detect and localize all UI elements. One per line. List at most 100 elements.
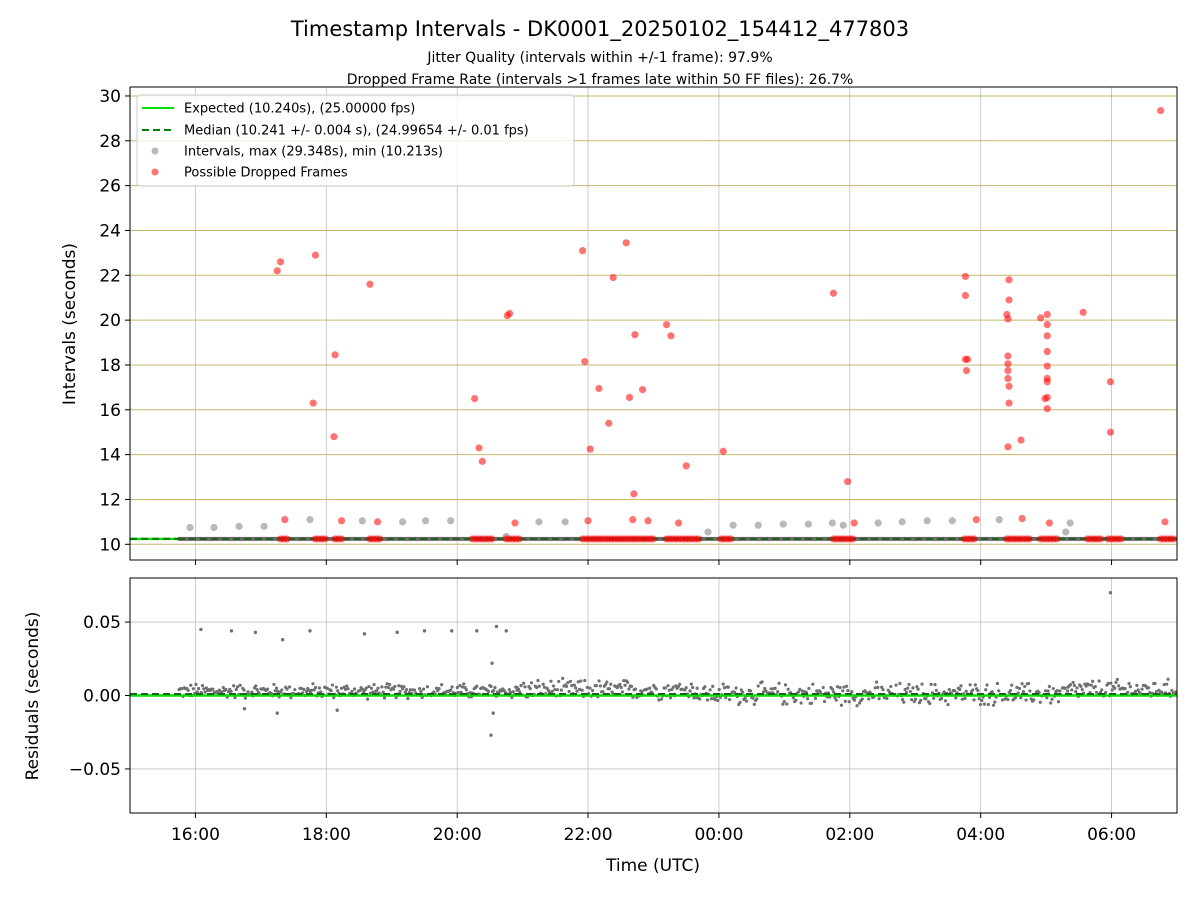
dropped-frame-point	[1005, 382, 1013, 390]
residual-point	[605, 680, 609, 684]
interval-point	[260, 522, 268, 530]
dropped-frame-point	[584, 517, 592, 525]
residual-point	[680, 687, 684, 691]
residual-point	[1006, 697, 1010, 702]
residual-point	[553, 688, 557, 692]
residual-point	[1166, 677, 1170, 681]
residual-point	[287, 685, 292, 689]
interval-point	[754, 521, 762, 529]
residual-point	[330, 683, 335, 687]
top-y-tick-label: 22	[99, 266, 121, 286]
residual-point	[551, 684, 556, 688]
dropped-frame-point	[1004, 374, 1012, 383]
dropped-frame-point	[1043, 332, 1051, 340]
residual-point	[486, 689, 491, 694]
residual-point	[380, 685, 384, 689]
dropped-frame-cluster-point	[849, 535, 857, 543]
top-y-tick-label: 14	[99, 446, 121, 466]
dropped-frame-point	[478, 457, 486, 465]
residual-point	[376, 686, 380, 690]
residual-point	[756, 684, 760, 688]
residual-point	[368, 691, 372, 695]
residual-point	[317, 686, 322, 690]
residual-point	[619, 685, 623, 690]
residual-point	[1074, 690, 1078, 694]
residual-point	[200, 684, 205, 688]
dropped-frame-point	[638, 386, 647, 394]
residual-point	[667, 688, 671, 692]
dropped-frame-point	[630, 490, 638, 498]
residual-point	[963, 696, 967, 700]
residual-point	[1049, 701, 1053, 705]
dropped-frame-point	[1005, 399, 1013, 407]
residual-point	[194, 682, 198, 686]
interval-point	[874, 519, 882, 527]
chart-subtitle-dropped-rate: Dropped Frame Rate (intervals >1 frames …	[347, 72, 854, 88]
residual-point	[640, 689, 644, 694]
residual-point	[381, 690, 385, 694]
dropped-frame-point	[1017, 436, 1025, 444]
residual-point	[807, 686, 811, 691]
interval-point	[898, 518, 906, 526]
dropped-frame-point	[1043, 321, 1051, 329]
dropped-frame-point	[961, 291, 970, 300]
dropped-frame-point	[1004, 315, 1012, 323]
residual-point	[744, 699, 749, 703]
interval-point	[421, 517, 430, 525]
residual-point	[982, 702, 987, 706]
residual-point	[1136, 688, 1140, 692]
residual-point	[1153, 681, 1157, 686]
residual-point	[1068, 682, 1073, 687]
residual-point	[458, 684, 462, 688]
residual-point	[959, 684, 963, 688]
residual-point	[280, 688, 284, 692]
residual-point	[1021, 690, 1026, 694]
residual-point	[782, 699, 786, 704]
residual-point	[1050, 697, 1054, 701]
residual-point	[566, 681, 570, 685]
residual-point	[523, 685, 527, 689]
residual-point	[220, 690, 224, 694]
residual-point	[1170, 688, 1174, 693]
residual-point	[397, 684, 401, 688]
dropped-frame-point	[1018, 514, 1026, 523]
residual-point	[189, 683, 193, 687]
residual-point	[618, 682, 622, 687]
legend-dropped-label: Possible Dropped Frames	[184, 166, 348, 181]
residual-point	[365, 697, 370, 701]
residual-point	[385, 682, 389, 686]
residual-point	[838, 685, 842, 690]
residual-point	[623, 683, 627, 687]
residual-point	[751, 696, 755, 700]
residual-point	[773, 686, 777, 690]
top-y-tick-label: 10	[99, 535, 121, 555]
interval-point	[704, 528, 712, 536]
residual-point	[1148, 690, 1152, 695]
residual-point	[399, 684, 403, 688]
residual-point	[689, 682, 693, 686]
residual-point	[1140, 687, 1144, 691]
residual-point	[842, 685, 846, 689]
residual-point	[671, 685, 675, 689]
residual-outlier-point	[450, 629, 454, 633]
residual-point	[846, 689, 850, 693]
dropped-frame-point	[1004, 352, 1012, 360]
residual-point	[598, 684, 602, 688]
interval-point	[779, 520, 787, 528]
legend-intervals-swatch	[151, 147, 159, 155]
residual-point	[666, 684, 670, 688]
residual-point	[1154, 690, 1158, 694]
residual-point	[622, 679, 626, 683]
residual-point	[794, 698, 798, 702]
residual-point	[889, 684, 893, 689]
residual-point	[1028, 689, 1032, 693]
residual-point	[369, 686, 374, 690]
dropped-frame-point	[609, 273, 617, 282]
residual-point	[708, 688, 712, 692]
residual-point	[585, 685, 589, 689]
dropped-frame-point	[964, 355, 972, 363]
residual-point	[633, 687, 638, 691]
residual-point	[933, 682, 937, 687]
residual-point	[386, 686, 390, 690]
